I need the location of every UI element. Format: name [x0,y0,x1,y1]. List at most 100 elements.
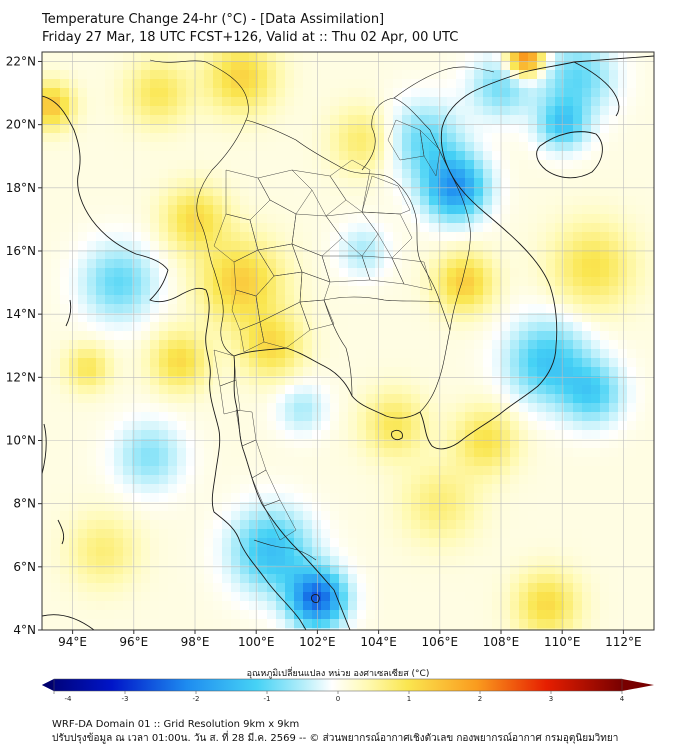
field-cell [456,349,466,359]
field-cell [645,565,654,575]
field-cell [132,628,142,630]
longitude-labels: 94°E 96°E 98°E 100°E 102°E 104°E 106°E 108°E 110… [58,630,642,649]
field-cell [186,403,196,413]
field-cell [357,151,367,161]
field-cell [483,520,493,530]
field-cell [195,277,205,287]
field-cell [87,124,97,134]
field-cell [231,88,241,98]
field-cell [393,70,403,80]
field-cell [42,277,52,287]
lat-label: 18°N [6,181,36,195]
field-cell [195,385,205,395]
field-cell [357,214,367,224]
field-cell [456,187,466,197]
field-cell [600,124,610,134]
field-cell [87,394,97,404]
field-cell [510,313,520,323]
field-cell [609,340,619,350]
field-cell [51,205,61,215]
field-cell [447,133,457,143]
field-cell [618,385,628,395]
field-cell [213,430,223,440]
field-cell [231,133,241,143]
field-cell [204,169,214,179]
field-cell [429,583,439,593]
field-cell [276,277,286,287]
field-cell [465,466,475,476]
field-cell [87,313,97,323]
field-cell [447,367,457,377]
field-cell [222,322,232,332]
field-cell [393,223,403,233]
field-cell [276,421,286,431]
field-cell [69,547,79,557]
field-cell [159,340,169,350]
field-cell [186,394,196,404]
field-cell [177,520,187,530]
field-cell [483,538,493,548]
field-cell [123,349,133,359]
field-cell [87,556,97,566]
field-cell [537,358,547,368]
field-cell [321,304,331,314]
field-cell [591,205,601,215]
field-cell [555,88,565,98]
field-cell [42,547,52,557]
field-cell [636,259,646,269]
field-cell [213,97,223,107]
field-cell [168,556,178,566]
field-cell [114,295,124,305]
field-cell [483,502,493,512]
field-cell [150,583,160,593]
field-cell [402,304,412,314]
field-cell [348,97,358,107]
field-cell [303,412,313,422]
field-cell [600,340,610,350]
field-cell [132,88,142,98]
field-cell [213,619,223,629]
field-cell [645,241,654,251]
field-cell [573,160,583,170]
field-cell [348,538,358,548]
field-cell [51,259,61,269]
field-cell [573,421,583,431]
field-cell [69,97,79,107]
field-cell [519,376,529,386]
field-cell [645,151,654,161]
field-cell [555,70,565,80]
field-cell [555,511,565,521]
field-cell [321,502,331,512]
field-cell [627,502,637,512]
field-cell [195,556,205,566]
field-cell [546,403,556,413]
field-cell [159,511,169,521]
field-cell [573,268,583,278]
field-cell [492,277,502,287]
field-cell [402,52,412,62]
field-cell [303,403,313,413]
field-cell [564,538,574,548]
field-cell [519,421,529,431]
field-cell [96,295,106,305]
field-cell [330,61,340,71]
field-cell [105,583,115,593]
field-cell [546,610,556,620]
field-cell [258,376,268,386]
field-cell [330,358,340,368]
field-cell [276,79,286,89]
field-cell [123,124,133,134]
field-cell [411,367,421,377]
field-cell [96,412,106,422]
field-cell [411,412,421,422]
field-cell [492,385,502,395]
field-cell [168,88,178,98]
field-cell [456,367,466,377]
field-cell [447,61,457,71]
field-cell [204,592,214,602]
field-cell [114,322,124,332]
field-cell [357,430,367,440]
field-cell [420,619,430,629]
field-cell [555,493,565,503]
field-cell [447,457,457,467]
